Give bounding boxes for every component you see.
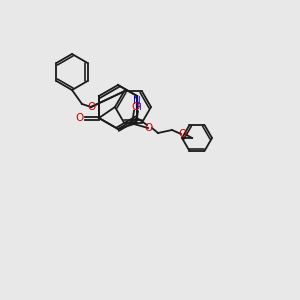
Text: O: O bbox=[145, 123, 153, 133]
Text: O: O bbox=[76, 113, 84, 123]
Text: N: N bbox=[133, 96, 141, 106]
Text: O: O bbox=[179, 129, 187, 139]
Text: O: O bbox=[87, 102, 95, 112]
Text: H: H bbox=[134, 103, 140, 112]
Text: O: O bbox=[132, 102, 140, 112]
